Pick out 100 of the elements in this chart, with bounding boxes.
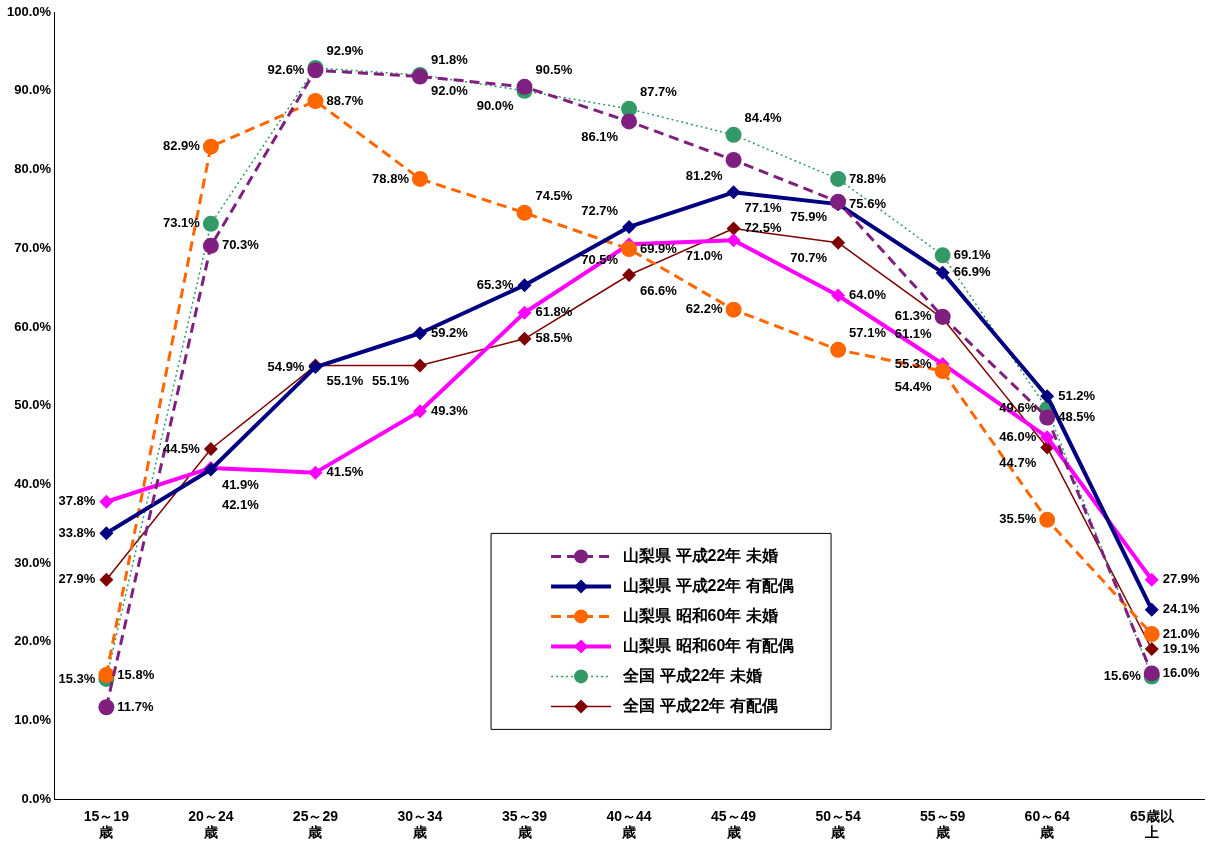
data-label: 15.8% <box>117 666 155 682</box>
x-tick-label: 65歳以上 <box>1129 807 1175 841</box>
point <box>98 666 115 683</box>
point <box>725 152 742 169</box>
point <box>1144 572 1159 587</box>
legend-label: 全国 平成22年 有配偶 <box>622 696 778 714</box>
y-tick-label: 0.0% <box>21 790 52 806</box>
data-label: 59.2% <box>430 324 469 340</box>
legend-label: 山梨県 平成22年 有配偶 <box>623 576 794 594</box>
point <box>726 185 741 200</box>
data-label: 48.5% <box>1058 409 1096 425</box>
point <box>99 526 114 541</box>
data-label: 57.1% <box>849 325 887 341</box>
data-label: 51.2% <box>1058 387 1096 403</box>
data-label: 44.7% <box>999 455 1037 471</box>
y-tick-label: 50.0% <box>14 397 52 413</box>
data-label: 70.7% <box>790 250 828 266</box>
x-tick-label: 45～49歳 <box>711 807 757 841</box>
point <box>202 215 219 232</box>
x-tick-label: 35～39歳 <box>501 807 548 841</box>
data-label: 75.9% <box>790 209 828 225</box>
data-label: 64.0% <box>849 287 887 303</box>
y-tick-label: 40.0% <box>14 476 52 492</box>
data-label: 82.9% <box>163 138 201 154</box>
point <box>726 221 741 236</box>
data-label: 37.8% <box>58 493 96 509</box>
y-tick-label: 100.0% <box>7 3 52 19</box>
data-label: 72.7% <box>581 202 619 218</box>
data-label: 58.5% <box>535 330 573 346</box>
point <box>202 237 219 254</box>
point <box>203 442 218 457</box>
data-label: 15.6% <box>1103 668 1142 684</box>
data-label: 16.0% <box>1162 664 1201 680</box>
data-label: 41.9% <box>221 477 260 493</box>
data-label: 81.2% <box>685 167 724 183</box>
point <box>517 331 532 346</box>
data-label: 92.0% <box>430 82 469 98</box>
data-label: 61.1% <box>894 325 933 341</box>
point <box>99 494 114 509</box>
data-label: 33.8% <box>58 524 96 540</box>
point <box>202 138 219 155</box>
y-tick-label: 10.0% <box>14 712 52 728</box>
point <box>830 193 847 210</box>
data-label: 24.1% <box>1162 601 1201 617</box>
data-label: 72.5% <box>744 220 782 236</box>
point <box>412 326 427 341</box>
point <box>725 126 742 143</box>
point <box>517 278 532 293</box>
y-tick-label: 80.0% <box>14 161 52 177</box>
data-label: 44.5% <box>163 440 201 456</box>
point <box>1039 409 1056 426</box>
x-tick-label: 20～24歳 <box>188 807 234 841</box>
legend-label: 山梨県 平成22年 未婚 <box>623 546 778 564</box>
data-label: 19.1% <box>1162 640 1201 656</box>
data-label: 78.8% <box>372 170 410 186</box>
data-label: 55.1% <box>326 373 364 389</box>
data-label: 77.1% <box>744 199 782 215</box>
x-tick-label: 25～29歳 <box>292 807 339 841</box>
data-label: 54.9% <box>267 358 305 374</box>
data-label: 41.5% <box>326 464 364 480</box>
x-tick-label: 50～54歳 <box>815 807 861 841</box>
point <box>516 204 533 221</box>
point <box>308 465 323 480</box>
data-label: 86.1% <box>581 129 619 145</box>
data-label: 62.2% <box>685 301 724 317</box>
data-label: 69.9% <box>640 240 678 256</box>
data-label: 42.1% <box>221 497 260 513</box>
data-label: 66.9% <box>953 264 991 280</box>
data-label: 66.6% <box>640 282 678 298</box>
y-tick-label: 60.0% <box>14 318 52 334</box>
data-label: 74.5% <box>535 188 573 204</box>
data-label: 15.3% <box>58 670 96 686</box>
data-label: 92.6% <box>267 61 305 77</box>
point <box>98 699 115 716</box>
y-tick-label: 70.0% <box>14 239 52 255</box>
data-label: 35.5% <box>999 511 1037 527</box>
point <box>99 572 114 587</box>
data-label: 70.3% <box>221 237 260 253</box>
point <box>934 363 951 380</box>
x-tick-label: 40～44歳 <box>606 807 652 841</box>
data-label: 88.7% <box>326 92 364 108</box>
legend-label: 山梨県 昭和60年 未婚 <box>623 606 778 624</box>
x-tick-label: 55～59歳 <box>920 807 966 841</box>
point <box>622 267 637 282</box>
y-tick-label: 30.0% <box>14 554 52 570</box>
point <box>516 78 533 95</box>
point <box>1040 430 1055 445</box>
data-label: 65.3% <box>476 276 514 292</box>
point <box>831 288 846 303</box>
point <box>412 358 427 373</box>
data-label: 75.6% <box>849 195 887 211</box>
point <box>621 241 638 258</box>
point <box>621 113 638 130</box>
legend-label: 山梨県 昭和60年 有配偶 <box>623 636 794 654</box>
data-label: 71.0% <box>685 247 724 263</box>
point <box>412 404 427 419</box>
point <box>307 92 324 109</box>
data-label: 54.4% <box>894 378 933 394</box>
data-label: 49.3% <box>430 402 469 418</box>
point <box>831 235 846 250</box>
